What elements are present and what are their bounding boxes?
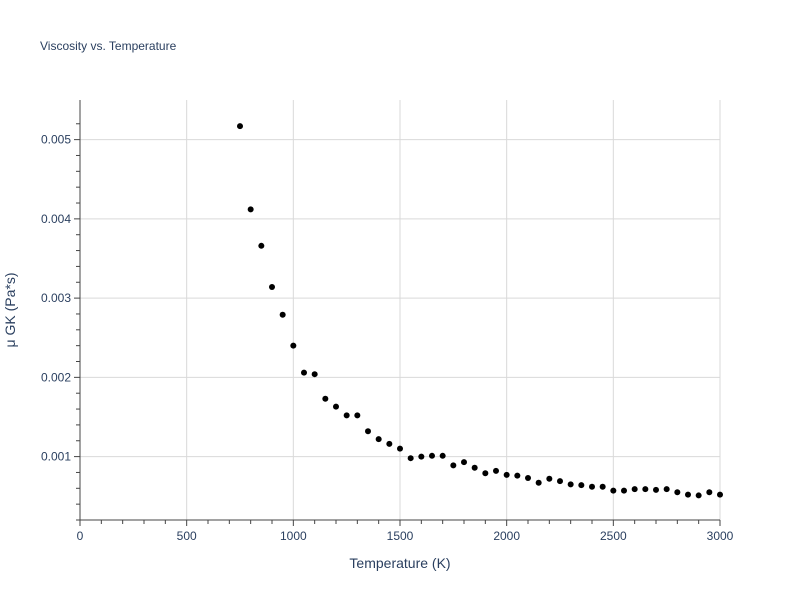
data-point [578,482,585,489]
data-point [706,489,713,496]
data-point [471,464,478,471]
data-point [663,486,670,493]
data-point [535,479,542,486]
axes [74,100,721,526]
data-point [567,481,574,488]
y-tick-label: 0.003 [41,291,71,305]
data-point [482,470,489,477]
y-tick-label: 0.001 [41,450,71,464]
data-point [343,412,350,419]
data-point [685,491,691,498]
data-point [599,483,606,490]
data-point [333,403,339,410]
data-point [589,483,595,490]
data-point [503,471,510,478]
x-axis-title: Temperature (K) [349,555,450,571]
data-point [674,489,681,496]
data-point [653,486,659,493]
data-points [237,123,723,499]
data-point [439,452,446,459]
data-point [301,369,307,376]
data-point [493,467,499,474]
data-point [461,459,467,466]
y-tick-label: 0.002 [41,370,71,384]
x-tick-label: 2500 [600,529,627,543]
data-point [375,436,382,443]
data-point [557,478,563,485]
y-axis-title: μ GK (Pa*s) [2,273,18,348]
x-tick-label: 1000 [280,529,307,543]
data-point [695,492,702,499]
data-point [354,412,361,419]
tick-labels: 0 500 1000 1500 2000 2500 3000 0.001 0.002 0.003 0… [41,133,734,543]
data-point [407,455,414,462]
x-tick-label: 0 [77,529,84,543]
data-point [429,452,435,459]
y-tick-label: 0.004 [41,212,71,226]
data-point [418,453,425,460]
data-point [386,440,393,447]
data-point [290,342,297,349]
x-tick-label: 500 [177,529,197,543]
y-tick-label: 0.005 [41,133,71,147]
data-point [247,206,254,213]
data-point [258,242,265,249]
data-point [621,487,627,494]
data-point [610,487,617,494]
data-point [642,486,649,493]
data-point [322,395,329,402]
data-point [311,371,318,378]
data-point [269,284,275,291]
data-point [279,311,286,318]
x-tick-label: 3000 [707,529,734,543]
data-point [237,123,243,130]
grid-lines [80,100,721,520]
data-point [365,428,371,435]
data-point [546,475,553,482]
x-tick-label: 1500 [387,529,414,543]
data-point [525,475,531,481]
data-point [397,445,403,452]
data-point [717,491,723,498]
data-point [631,486,638,493]
x-tick-label: 2000 [493,529,520,543]
chart-title: Viscosity vs. Temperature [40,39,177,53]
data-point [450,462,457,469]
data-point [514,472,521,479]
